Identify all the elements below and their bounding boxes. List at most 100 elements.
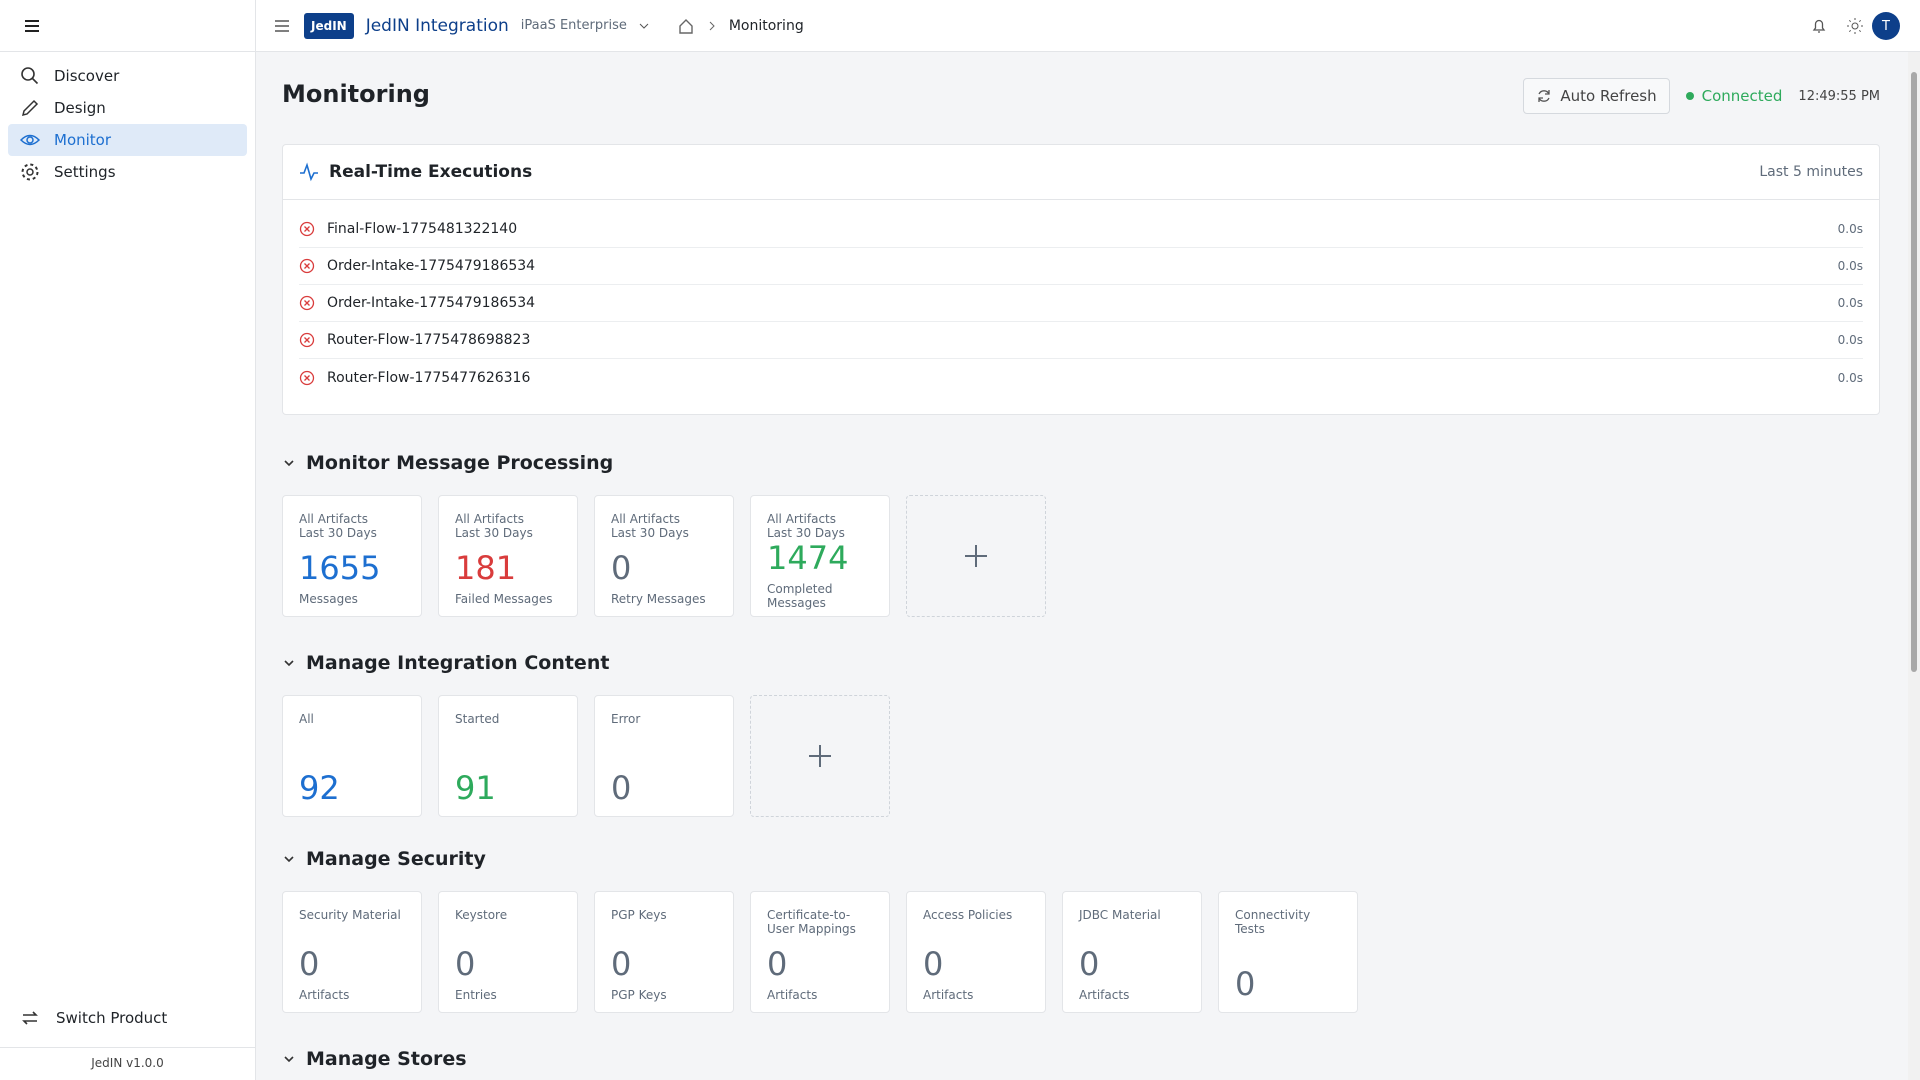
tile-label: Security Material [299,908,401,922]
tile-value: 0 [611,945,632,983]
tiles: All 92 Started 91 Error 0 [282,695,890,817]
tile[interactable]: All Artifacts Last 30 Days 181 Failed Messa… [438,495,578,617]
add-tile[interactable] [906,495,1046,617]
section: Manage Security Security Material 0 Artifac… [282,845,1358,1013]
execution-name: Router-Flow-1775477626316 [327,369,531,386]
tile[interactable]: Error 0 [594,695,734,817]
tile[interactable]: All Artifacts Last 30 Days 1474 Completed M… [750,495,890,617]
tile-period: Last 30 Days [611,526,689,540]
tile-label: JDBC Material [1079,908,1161,922]
tile[interactable]: All Artifacts Last 30 Days 0 Retry Messages [594,495,734,617]
section-header[interactable]: Manage Security [282,845,1358,873]
execution-duration: 0.0s [1837,222,1863,236]
tile[interactable]: All Artifacts Last 30 Days 1655 Messages [282,495,422,617]
tile-label: Started [455,712,500,726]
nav-label: Discover [54,67,120,85]
tile[interactable]: Security Material 0 Artifacts [282,891,422,1013]
executions-title: Real-Time Executions [329,162,533,182]
section-title: Manage Security [306,848,486,870]
tile-value: 92 [299,769,340,807]
tile-unit: Artifacts [923,988,974,1002]
tile[interactable]: All 92 [282,695,422,817]
executions-card: Real-Time Executions Last 5 minutes Final… [282,144,1880,415]
section-title: Manage Integration Content [306,652,610,674]
tile-value: 0 [611,769,632,807]
auto-refresh-button[interactable]: Auto Refresh [1523,78,1670,114]
logo[interactable]: JedIN [304,12,354,39]
tile-unit: Failed Messages [455,592,553,606]
edition[interactable]: iPaaS Enterprise [520,18,627,33]
tile[interactable]: Certificate-to-User Mappings 0 Artifacts [750,891,890,1013]
menu-icon[interactable] [22,16,42,36]
execution-row[interactable]: Router-Flow-1775477626316 0.0s [299,359,1863,396]
nav: Discover Design Monitor Settings [8,60,247,188]
section: Manage Integration Content All 92 Started 91… [282,649,890,817]
nav-item[interactable]: Settings [8,156,247,188]
spacer [455,726,561,770]
sidebar: Discover Design Monitor Settings Switch Pro… [0,0,256,1080]
tile[interactable]: PGP Keys 0 PGP Keys [594,891,734,1013]
tile-unit: Retry Messages [611,592,706,606]
tile-unit: Messages [299,592,358,606]
switch-product[interactable]: Switch Product [20,1008,167,1028]
tile-value: 1474 [767,539,849,577]
nav-label: Settings [54,163,116,181]
tile-value: 0 [455,945,476,983]
section-header[interactable]: Manage Integration Content [282,649,890,677]
tile-label: Error [611,712,641,726]
tile[interactable]: Keystore 0 Entries [438,891,578,1013]
execution-duration: 0.0s [1837,333,1863,347]
section: Monitor Message Processing All Artifacts L… [282,449,1046,617]
breadcrumb: Monitoring [728,17,804,34]
tile-value: 0 [1079,945,1100,983]
nav-item[interactable]: Monitor [8,124,247,156]
menu-icon[interactable] [272,16,292,36]
header-actions: Auto Refresh Connected 12:49:55 PM [1523,78,1880,114]
tile[interactable]: Access Policies 0 Artifacts [906,891,1046,1013]
execution-row[interactable]: Final-Flow-1775481322140 0.0s [299,211,1863,248]
tile-period: Last 30 Days [299,526,377,540]
section-header[interactable]: Monitor Message Processing [282,449,1046,477]
tile-value: 1655 [299,549,381,587]
tile-unit: Completed Messages [767,582,833,610]
tile-label: Access Policies [923,908,1013,922]
tile-label: All Artifacts [299,512,369,526]
home-icon[interactable] [677,17,695,35]
product[interactable]: JedIN Integration [365,15,509,36]
add-tile[interactable] [750,695,890,817]
tile-value: 0 [611,549,632,587]
nav-label: Design [54,99,106,117]
spacer [611,726,717,770]
tiles: All Artifacts Last 30 Days 1655 Messages All… [282,495,1046,617]
section-header[interactable]: Manage Stores [282,1045,467,1073]
tile-period: Last 30 Days [767,526,845,540]
tile[interactable]: Connectivity Tests 0 [1218,891,1358,1013]
spacer [299,726,405,770]
tile-label: All Artifacts [611,512,681,526]
page-title: Monitoring [282,80,430,108]
execution-row[interactable]: Order-Intake-1775479186534 0.0s [299,248,1863,285]
section: Manage Stores [282,1045,467,1073]
nav-label: Monitor [54,131,112,149]
execution-row[interactable]: Router-Flow-1775478698823 0.0s [299,322,1863,359]
tile-value: 0 [299,945,320,983]
spacer [1079,922,1185,946]
tile-label: PGP Keys [611,908,667,922]
tile-value: 0 [1235,965,1256,1003]
execution-row[interactable]: Order-Intake-1775479186534 0.0s [299,285,1863,322]
theme-icon[interactable] [1846,17,1864,35]
tile-value: 0 [923,945,944,983]
tile[interactable]: Started 91 [438,695,578,817]
nav-item[interactable]: Design [8,92,247,124]
tile-unit: Artifacts [767,988,818,1002]
tile-label: All [299,712,314,726]
tile-label: All Artifacts [455,512,525,526]
scrollbar[interactable] [1908,52,1920,1080]
execution-name: Final-Flow-1775481322140 [327,221,518,237]
nav-item[interactable]: Discover [8,60,247,92]
bell-icon[interactable] [1810,17,1828,35]
version: JedIN v1.0.0 [91,1056,164,1070]
avatar[interactable]: T [1872,12,1900,40]
tile-period: Last 30 Days [455,526,533,540]
tile[interactable]: JDBC Material 0 Artifacts [1062,891,1202,1013]
